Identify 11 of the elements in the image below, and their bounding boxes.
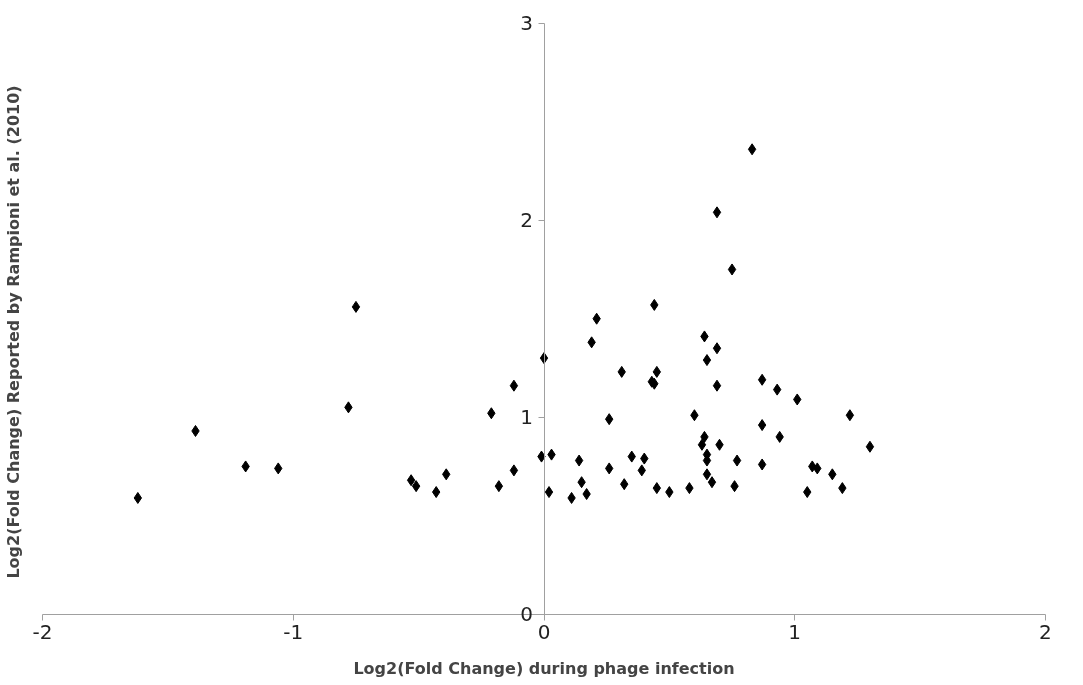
y-tick-label: 3 [520, 11, 534, 36]
x-axis-title: Log2(Fold Change) during phage infection [353, 658, 735, 678]
y-tick-label: 1 [520, 405, 534, 430]
y-axis-title: Log2(Fold Change) Reported by Rampioni et al. (2010) [3, 85, 23, 579]
x-tick-label: 2 [1039, 620, 1052, 645]
y-tick-label: 0 [520, 602, 534, 627]
x-tick-label: 0 [537, 620, 551, 645]
x-tick-label: -2 [32, 620, 53, 645]
y-tick-label: 2 [520, 208, 534, 233]
x-tick-label: 1 [788, 620, 802, 645]
x-tick-label: -1 [283, 620, 304, 645]
